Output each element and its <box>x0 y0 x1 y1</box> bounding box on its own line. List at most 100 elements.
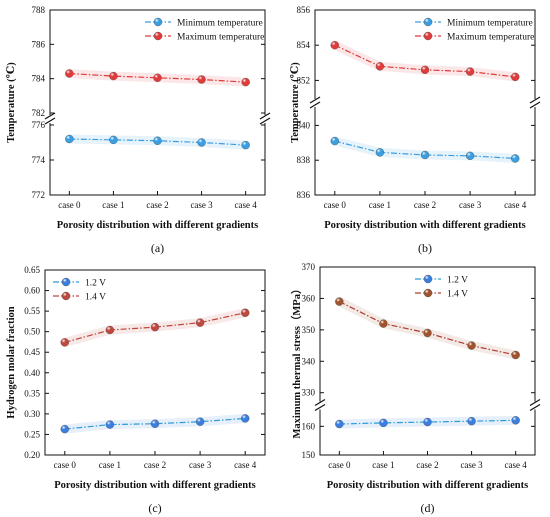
series-line <box>339 419 516 425</box>
y-tick-label: 774 <box>32 155 46 165</box>
y-tick-label: 160 <box>302 421 316 431</box>
legend-marker <box>61 277 71 287</box>
y-tick-label: 370 <box>302 262 316 272</box>
series-line <box>69 138 246 146</box>
data-point <box>65 69 74 78</box>
y-tick-label: 772 <box>32 190 46 200</box>
legend-label: Maximum temperature <box>447 33 534 43</box>
data-point <box>465 151 475 161</box>
y-tick-label: 330 <box>302 388 316 398</box>
x-axis-title: Porosity distribution with different gra… <box>57 220 258 231</box>
chart-panel-b: 852 854 856 836 838 840 case 0 case 1 case 2 case… <box>290 5 541 255</box>
legend-label: 1.4 V <box>447 290 468 300</box>
series-1 <box>330 40 520 82</box>
legend-label: 1.2 V <box>85 279 106 289</box>
y-tick-label: 836 <box>297 190 311 200</box>
data-point <box>375 148 385 157</box>
y-tick-label: 0.45 <box>24 347 40 357</box>
data-point <box>105 325 115 335</box>
y-tick-label: 340 <box>302 356 316 366</box>
panel-label: (d) <box>421 501 435 515</box>
legend: Minimum temperature Maximum temperature <box>145 17 264 43</box>
series-1 <box>60 308 250 347</box>
legend-label: 1.4 V <box>85 293 106 303</box>
data-point <box>330 41 339 50</box>
x-tick-label: case 1 <box>372 460 394 470</box>
axis-break-gap <box>530 99 540 107</box>
x-tick-label: case 1 <box>99 460 121 470</box>
data-point <box>420 65 430 75</box>
axis-break-gap <box>310 99 320 107</box>
x-axis-title: Porosity distribution with different gra… <box>324 220 525 231</box>
axis-break-mark <box>314 403 326 412</box>
data-point <box>197 138 206 147</box>
data-point <box>195 318 205 327</box>
y-tick-label: 0.35 <box>24 388 40 398</box>
axis-break-mark <box>529 96 541 104</box>
data-point <box>420 150 430 160</box>
x-tick-label: case 2 <box>414 200 436 210</box>
x-tick-label: case 1 <box>369 200 391 210</box>
legend: 1.2 V 1.4 V <box>53 277 106 303</box>
data-point <box>197 75 206 84</box>
axis-break-mark <box>309 96 321 104</box>
x-tick-label: case 2 <box>144 460 166 470</box>
axis-break-gap <box>530 401 540 410</box>
legend-label: Minimum temperature <box>447 19 533 29</box>
x-tick-label: case 0 <box>328 460 351 470</box>
data-point <box>335 297 344 306</box>
data-point <box>150 322 160 332</box>
legend-marker <box>423 288 433 298</box>
data-point <box>105 420 115 429</box>
data-point <box>241 77 250 87</box>
chart-panel-d: 330 340 350 360 370 150 160 case 0 case 1 case 2 c… <box>290 262 541 515</box>
data-point <box>240 414 250 423</box>
x-tick-label: case 2 <box>146 200 168 210</box>
y-tick-label: 0.55 <box>24 306 40 316</box>
y-tick-label: 0.60 <box>24 286 40 296</box>
y-tick-label: 786 <box>32 39 46 49</box>
legend-marker <box>423 31 433 41</box>
series-line <box>64 312 246 343</box>
axis-break-mark <box>529 398 541 407</box>
panel-label: (b) <box>418 241 432 255</box>
legend-marker <box>153 17 163 27</box>
legend-label: 1.2 V <box>447 276 468 286</box>
y-tick-label: 838 <box>297 155 311 165</box>
x-tick-label: case 0 <box>54 460 77 470</box>
legend: Minimum temperature Maximum temperature <box>415 17 534 43</box>
data-point <box>241 140 250 150</box>
y-tick-label: 0.25 <box>24 429 40 439</box>
axis-break-gap <box>315 401 325 410</box>
series-0 <box>64 134 251 150</box>
y-axis-title: Hydrogen molar fraction <box>6 306 17 418</box>
x-axis-title: Porosity distribution with different gra… <box>54 480 255 491</box>
data-point <box>109 71 118 81</box>
axis-break-gap <box>260 115 270 123</box>
data-point <box>467 341 476 350</box>
x-tick-label: case 4 <box>235 200 258 210</box>
data-point <box>60 338 70 347</box>
y-tick-label: 776 <box>32 120 46 130</box>
axis-break-mark <box>309 101 321 109</box>
data-point <box>60 424 70 434</box>
axis-break-mark <box>259 112 271 120</box>
y-tick-label: 150 <box>302 450 316 460</box>
legend-label: Maximum temperature <box>177 33 264 43</box>
data-point <box>511 416 520 425</box>
series-0 <box>334 415 521 429</box>
y-tick-label: 856 <box>297 5 311 15</box>
y-tick-label: 788 <box>32 5 46 15</box>
data-point <box>150 419 160 428</box>
legend-marker <box>423 17 433 27</box>
axis-break-gap <box>45 115 55 123</box>
y-axis-title: Maximum thermal stress（MPa） <box>290 284 303 439</box>
series-glow <box>334 297 521 360</box>
x-tick-label: case 0 <box>58 200 81 210</box>
y-tick-label: 854 <box>297 40 311 50</box>
y-axis-title: Temperature (℃) <box>290 62 301 143</box>
y-tick-label: 0.40 <box>24 368 40 378</box>
data-point <box>375 62 385 71</box>
data-point <box>335 419 344 429</box>
